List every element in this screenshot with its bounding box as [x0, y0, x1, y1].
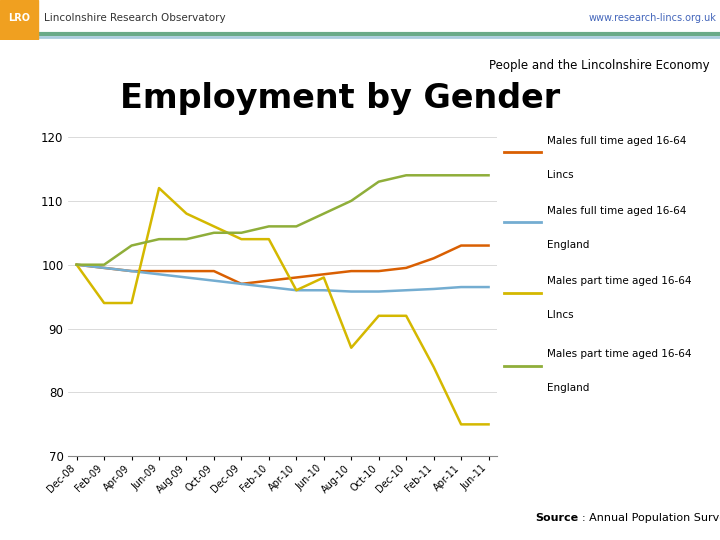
- Text: LIncs: LIncs: [547, 310, 574, 320]
- Text: Males full time aged 16-64: Males full time aged 16-64: [547, 206, 686, 216]
- Text: Lincs: Lincs: [547, 170, 574, 180]
- Text: Males part time aged 16-64: Males part time aged 16-64: [547, 276, 692, 286]
- Text: Males part time aged 16-64: Males part time aged 16-64: [547, 349, 692, 360]
- Text: England: England: [547, 383, 590, 393]
- Text: Males full time aged 16-64: Males full time aged 16-64: [547, 136, 686, 146]
- Text: LRO: LRO: [8, 13, 30, 23]
- Text: Lincolnshire Research Observatory: Lincolnshire Research Observatory: [44, 13, 225, 23]
- Bar: [0, 0, 38, 40]
- Text: People and the Lincolnshire Economy: People and the Lincolnshire Economy: [489, 58, 709, 72]
- Text: Employment by Gender: Employment by Gender: [120, 82, 561, 115]
- Text: www.research-lincs.org.uk: www.research-lincs.org.uk: [588, 13, 716, 23]
- Text: : Annual Population Survey: : Annual Population Survey: [582, 514, 720, 523]
- Text: Source: Source: [536, 514, 579, 523]
- Text: England: England: [547, 240, 590, 250]
